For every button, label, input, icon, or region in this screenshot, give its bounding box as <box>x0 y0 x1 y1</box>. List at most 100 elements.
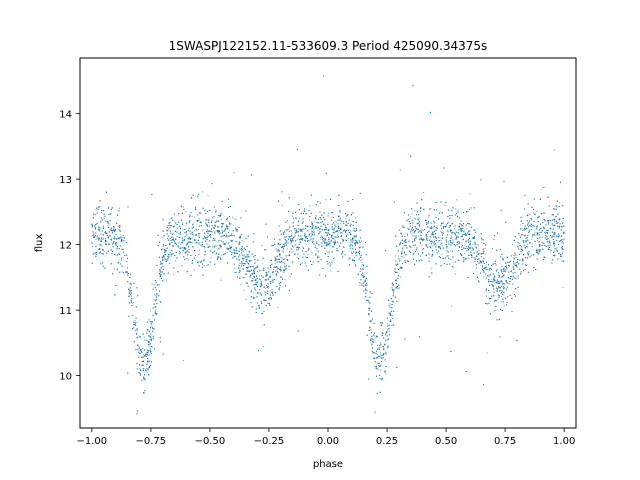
data-point <box>544 231 546 233</box>
data-point <box>453 267 455 269</box>
data-point <box>186 232 188 234</box>
data-point <box>531 254 533 256</box>
data-point <box>537 251 539 253</box>
data-point <box>149 338 151 340</box>
data-point <box>328 228 330 230</box>
data-point <box>227 235 229 237</box>
data-point <box>227 251 229 253</box>
data-point <box>497 298 499 300</box>
data-point <box>143 336 145 338</box>
data-point <box>265 288 267 290</box>
data-point <box>133 302 135 304</box>
data-point <box>104 237 106 239</box>
data-point <box>252 292 254 294</box>
data-point <box>409 218 411 220</box>
data-point <box>355 265 357 267</box>
data-point <box>344 217 346 219</box>
data-point <box>447 221 449 223</box>
data-point <box>156 289 158 291</box>
data-point <box>379 351 381 353</box>
data-point <box>147 330 149 332</box>
data-point <box>331 223 333 225</box>
data-point <box>425 255 427 257</box>
data-point <box>198 249 200 251</box>
data-point <box>386 323 388 325</box>
data-point <box>305 244 307 246</box>
data-point <box>291 240 293 242</box>
data-point <box>397 255 399 257</box>
data-point <box>487 297 489 299</box>
data-point <box>374 360 376 362</box>
data-point <box>481 264 483 266</box>
data-point <box>191 237 193 239</box>
data-point <box>344 239 346 241</box>
data-point <box>500 271 502 273</box>
data-point <box>503 293 505 295</box>
data-point <box>92 246 93 248</box>
data-point <box>206 265 208 267</box>
data-point <box>307 253 309 255</box>
data-point <box>274 263 276 265</box>
data-point <box>493 239 495 241</box>
data-point <box>302 238 304 240</box>
data-point <box>491 278 493 280</box>
data-point <box>241 262 243 264</box>
data-point <box>193 230 195 232</box>
data-point <box>441 253 443 255</box>
data-point <box>119 207 121 209</box>
data-point <box>361 283 363 285</box>
data-point <box>170 250 172 252</box>
data-point <box>418 239 420 241</box>
data-point <box>284 278 286 280</box>
data-point <box>497 274 499 276</box>
data-point <box>185 251 187 253</box>
data-point <box>379 343 381 345</box>
data-point <box>362 259 364 260</box>
data-point <box>210 236 212 238</box>
data-point <box>476 228 478 230</box>
data-point <box>277 287 279 289</box>
data-point <box>532 269 534 271</box>
data-point <box>234 218 236 220</box>
data-point <box>250 296 252 298</box>
data-point <box>525 234 526 236</box>
data-point <box>155 295 157 297</box>
data-point <box>267 287 269 289</box>
data-point <box>550 220 552 222</box>
data-point <box>107 233 109 235</box>
data-point <box>536 240 538 242</box>
data-point <box>433 237 435 239</box>
data-point <box>431 267 433 269</box>
data-point <box>484 248 486 250</box>
data-point <box>243 251 245 253</box>
data-point <box>131 314 133 316</box>
data-point <box>142 347 144 349</box>
data-point <box>365 285 367 287</box>
data-point <box>109 223 111 225</box>
data-point <box>133 327 135 329</box>
data-point <box>559 239 561 241</box>
data-point <box>507 266 509 268</box>
data-point <box>394 268 396 270</box>
data-point <box>446 255 448 257</box>
data-point <box>541 231 543 233</box>
data-point <box>506 268 508 270</box>
data-point <box>220 232 222 234</box>
data-point <box>500 300 502 302</box>
data-point <box>388 328 390 330</box>
data-point <box>449 259 451 261</box>
data-point <box>148 344 150 346</box>
data-point <box>511 275 513 277</box>
data-point <box>504 266 506 268</box>
data-point <box>262 346 264 348</box>
data-point <box>336 234 338 236</box>
data-point <box>328 262 330 264</box>
data-point <box>469 241 471 243</box>
data-point <box>354 237 356 239</box>
data-point <box>162 259 164 261</box>
data-point <box>214 244 216 246</box>
data-point <box>120 238 122 240</box>
data-point <box>260 285 262 287</box>
data-point <box>342 245 344 247</box>
data-point <box>414 235 416 237</box>
